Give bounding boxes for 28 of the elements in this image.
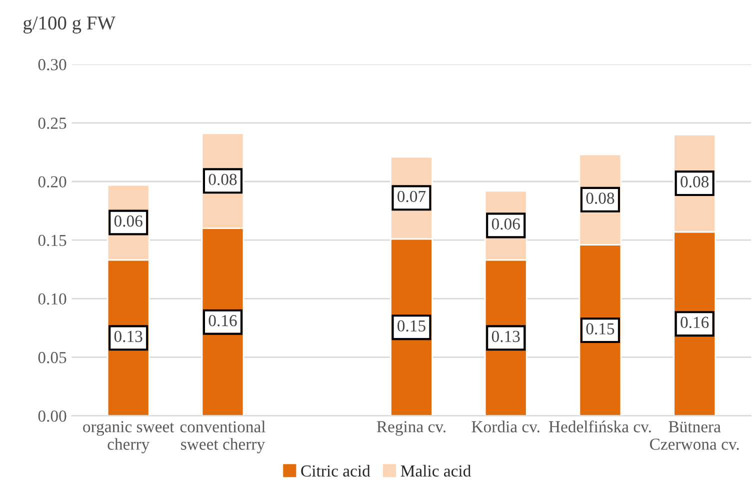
- data-label: 0.08: [586, 192, 614, 204]
- x-tick-label: Kordia cv.: [472, 420, 540, 432]
- y-tick-label: 0.00: [38, 410, 66, 422]
- y-tick-label: 0.20: [38, 176, 66, 188]
- legend-label: Malic acid: [400, 464, 471, 477]
- x-tick-label: Bütnera Czerwona cv.: [650, 421, 739, 450]
- x-tick-label: conventional sweet cherry: [180, 420, 266, 454]
- data-label: 0.15: [586, 323, 614, 335]
- y-tick-label: 0.10: [38, 293, 66, 305]
- data-label: 0.16: [208, 315, 237, 326]
- y-tick-label: 0.25: [38, 118, 66, 129]
- data-label: 0.13: [114, 330, 142, 342]
- legend-label: Citric acid: [301, 464, 370, 477]
- data-label: 0.08: [680, 176, 709, 188]
- data-label: 0.06: [492, 218, 520, 230]
- data-label: 0.16: [680, 316, 709, 328]
- data-label: 0.08: [208, 174, 237, 186]
- y-tick-label: 0.05: [38, 352, 66, 364]
- x-tick-label: Hedelfińska cv.: [548, 420, 651, 432]
- y-tick-label: 0.15: [38, 234, 66, 246]
- data-label: 0.15: [398, 320, 426, 332]
- y-axis-title: g/100 g FW: [23, 16, 116, 34]
- x-tick-label: Regina cv.: [376, 421, 446, 436]
- data-label: 0.07: [398, 190, 426, 202]
- y-tick-label: 0.30: [38, 59, 66, 70]
- x-tick-label: organic sweet cherry: [83, 421, 174, 454]
- data-label: 0.13: [492, 330, 520, 342]
- data-label: 0.06: [114, 215, 142, 227]
